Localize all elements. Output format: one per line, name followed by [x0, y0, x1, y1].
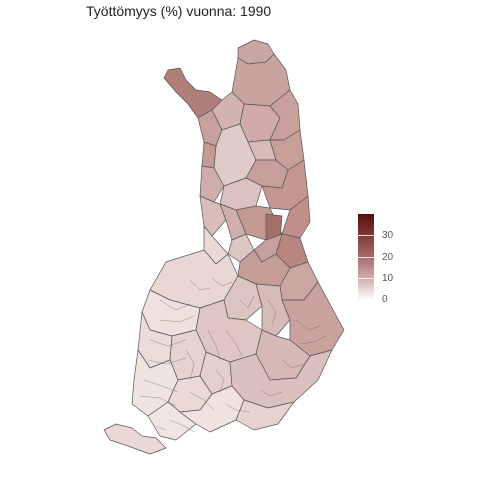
- region-kolari: [201, 141, 217, 169]
- legend-tick-30: 30: [382, 230, 394, 241]
- legend-tick-10: 10: [382, 273, 394, 284]
- region-archipelago: [103, 423, 167, 455]
- region-posio: [261, 159, 309, 211]
- legend-tick-0: 0: [382, 294, 388, 305]
- region-kuusamo: [281, 195, 311, 239]
- map-title: Työttömyys (%) vuonna: 1990: [86, 3, 272, 19]
- region-tornio: [199, 165, 225, 203]
- legend-tick-20: 20: [382, 252, 394, 263]
- region-pohjois-karjala: [281, 281, 345, 357]
- region-pohjois-savo: [255, 283, 291, 337]
- region-etela-karjala: [229, 349, 333, 409]
- region-kymenlaakso: [235, 399, 295, 431]
